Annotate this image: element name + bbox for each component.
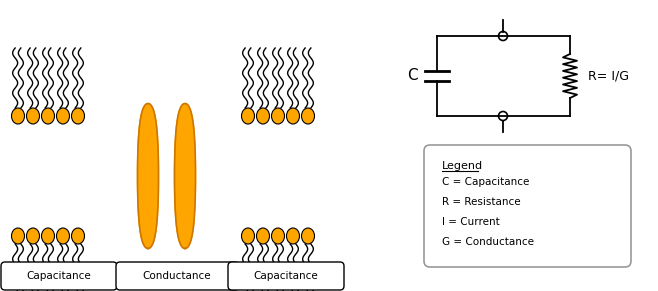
Ellipse shape	[11, 228, 24, 244]
FancyBboxPatch shape	[424, 145, 631, 267]
Ellipse shape	[57, 228, 70, 244]
Ellipse shape	[257, 228, 270, 244]
Text: R = Resistance: R = Resistance	[442, 197, 520, 207]
Text: R= I/G: R= I/G	[588, 70, 629, 83]
Ellipse shape	[26, 108, 39, 124]
Ellipse shape	[72, 228, 84, 244]
Polygon shape	[138, 104, 159, 249]
Text: Capacitance: Capacitance	[26, 271, 91, 281]
Ellipse shape	[272, 228, 284, 244]
Ellipse shape	[241, 228, 255, 244]
Ellipse shape	[41, 228, 55, 244]
Ellipse shape	[72, 108, 84, 124]
Ellipse shape	[26, 228, 39, 244]
Text: Conductance: Conductance	[143, 271, 211, 281]
FancyBboxPatch shape	[1, 262, 117, 290]
Ellipse shape	[11, 108, 24, 124]
Ellipse shape	[272, 108, 284, 124]
Ellipse shape	[301, 108, 315, 124]
Ellipse shape	[286, 228, 299, 244]
Polygon shape	[174, 104, 195, 249]
Text: C: C	[407, 68, 417, 84]
Text: Legend: Legend	[442, 161, 483, 171]
FancyBboxPatch shape	[228, 262, 344, 290]
FancyBboxPatch shape	[116, 262, 239, 290]
Ellipse shape	[301, 228, 315, 244]
Ellipse shape	[41, 108, 55, 124]
Ellipse shape	[241, 108, 255, 124]
Text: I = Current: I = Current	[442, 217, 499, 227]
Ellipse shape	[286, 108, 299, 124]
Ellipse shape	[257, 108, 270, 124]
Ellipse shape	[57, 108, 70, 124]
Text: Capacitance: Capacitance	[253, 271, 318, 281]
Text: G = Conductance: G = Conductance	[442, 237, 534, 247]
Text: C = Capacitance: C = Capacitance	[442, 177, 530, 187]
